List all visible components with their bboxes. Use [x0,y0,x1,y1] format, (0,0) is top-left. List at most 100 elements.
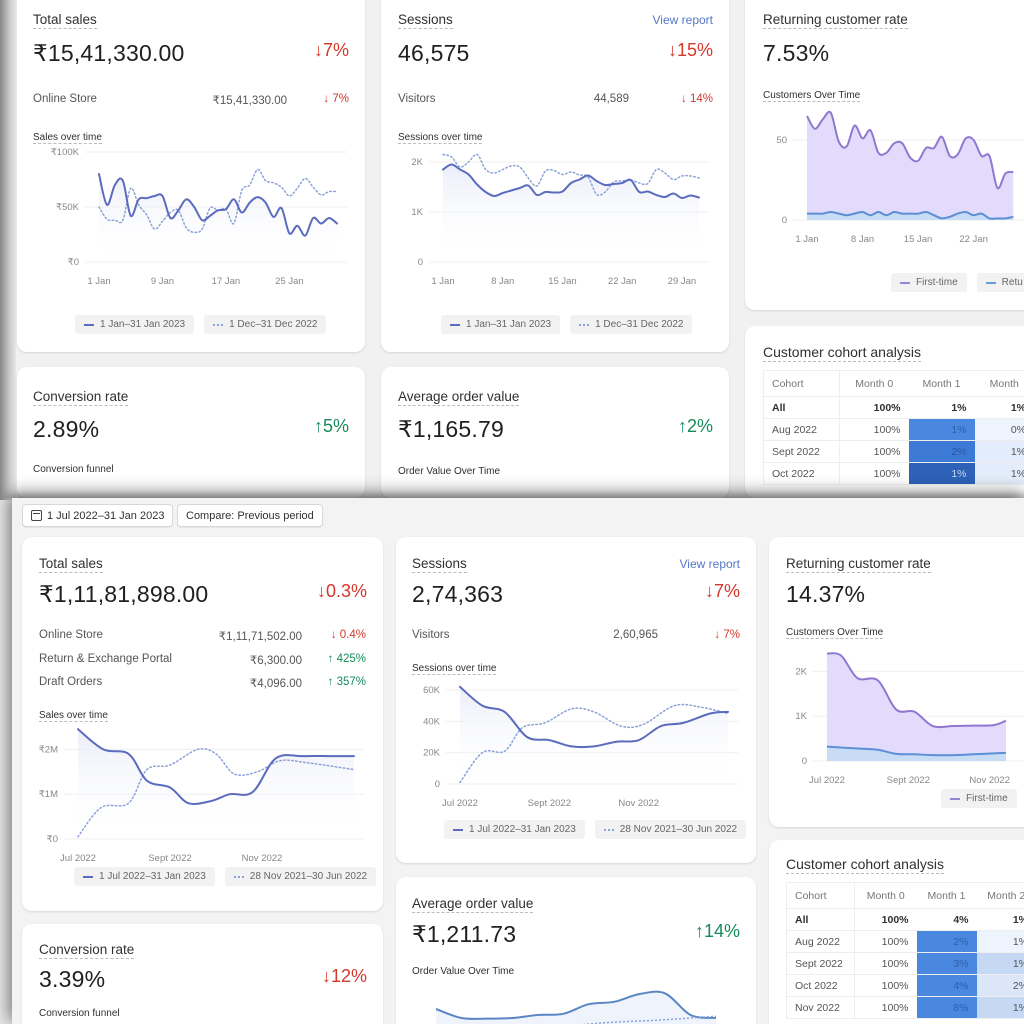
card-title[interactable]: Total sales [33,12,97,29]
average-order-value-card[interactable]: Average order value ₹1,211.73 ↑14% Order… [396,877,756,1024]
legend-previous[interactable]: 1 Dec–31 Dec 2022 [204,315,327,334]
conversion-rate-card[interactable]: Conversion rate 3.39% ↓12% Conversion fu… [22,924,383,1024]
conversion-funnel-title: Conversion funnel [39,1008,120,1019]
month-2-cell: 1% [974,440,1024,463]
back-total-sales-card[interactable]: Total sales ₹15,41,330.00 ↓7% Online Sto… [17,0,365,352]
view-report-link[interactable]: View report [679,557,740,571]
y-tick-label: 60K [423,685,441,696]
card-title[interactable]: Average order value [412,896,534,913]
legend-previous[interactable]: 1 Dec–31 Dec 2022 [570,315,693,334]
x-tick-label: 25 Jan [275,276,304,287]
chart-title[interactable]: Customers Over Time [786,627,884,639]
legend-label: 28 Nov 2021–30 Jun 2022 [249,871,368,882]
y-tick-label: 1K [411,207,423,218]
x-tick-label: Jul 2022 [809,775,845,786]
legend-first-time[interactable]: First-time [891,273,967,292]
legend-first-time[interactable]: First-time [941,789,1017,808]
chart-title[interactable]: Sales over time [33,132,102,144]
back-returning-customer-card[interactable]: Returning customer rate 7.53% Customers … [745,0,1024,310]
card-title[interactable]: Returning customer rate [763,12,908,29]
legend-current[interactable]: 1 Jul 2022–31 Jan 2023 [74,867,215,886]
back-conversion-rate-card[interactable]: Conversion rate 2.89% ↑5% Conversion fun… [17,367,365,498]
legend-current[interactable]: 1 Jul 2022–31 Jan 2023 [444,820,585,839]
back-cohort-card[interactable]: Customer cohort analysis Cohort Month 0 … [745,326,1024,498]
date-range-button[interactable]: 1 Jul 2022–31 Jan 2023 [22,504,174,527]
legend-current[interactable]: 1 Jan–31 Jan 2023 [75,315,195,334]
cohort-cell: Sept 2022 [786,952,855,975]
month-2-cell: 1% [974,462,1024,485]
total-sales-delta: ↓7% [313,40,349,60]
col-month-2: Month [974,370,1024,397]
y-tick-label: ₹0 [47,834,58,845]
total-sales-delta: ↓0.3% [316,581,367,601]
col-cohort: Cohort [763,370,840,397]
channel-label: Return & Exchange Portal [39,653,172,665]
month-2-cell: 1% [974,396,1024,419]
view-report-link[interactable]: View report [652,13,713,27]
legend-label: 1 Dec–31 Dec 2022 [229,319,318,330]
x-tick-label: 22 Jan [608,276,637,287]
legend-previous[interactable]: 28 Nov 2021–30 Jun 2022 [594,820,747,839]
channel-change: ↑ 357% [327,676,366,688]
back-average-order-value-card[interactable]: Average order value ₹1,165.79 ↑2% Order … [381,367,729,498]
card-title[interactable]: Total sales [39,556,103,573]
visitors-change: ↓ 14% [681,93,713,105]
card-title[interactable]: Sessions [398,12,453,29]
current-series-area [460,686,728,784]
legend-previous[interactable]: 28 Nov 2021–30 Jun 2022 [224,867,377,886]
chart-legend: 1 Jul 2022–31 Jan 2023 28 Nov 2021–30 Ju… [74,867,377,886]
y-tick-label: 0 [782,215,787,226]
order-value-title: Order Value Over Time [412,966,515,977]
sessions-card[interactable]: Sessions View report 2,74,363 ↓7% Visito… [396,537,756,863]
chart-title[interactable]: Sessions over time [398,132,483,144]
x-tick-label: 9 Jan [151,276,174,287]
chart-title[interactable]: Sales over time [39,710,108,722]
card-title[interactable]: Customer cohort analysis [763,344,921,362]
current-series-area [443,164,699,262]
x-tick-label: 1 Jan [795,234,818,245]
solid-line-swatch [453,828,463,831]
month-2-cell: 1% [976,930,1024,953]
chart-title[interactable]: Customers Over Time [763,90,861,102]
order-value-chart [435,990,717,1024]
card-title[interactable]: Customer cohort analysis [786,856,944,874]
x-tick-label: 15 Jan [548,276,577,287]
current-series-area [78,729,354,839]
y-tick-label: 0 [418,257,423,268]
compare-button[interactable]: Compare: Previous period [177,504,323,527]
first-time-area [807,111,1014,220]
card-title[interactable]: Returning customer rate [786,556,931,573]
cohort-table: Cohort Month 0 Month 1 Month 2 All 100% 4%… [786,882,1024,1019]
legend-current[interactable]: 1 Jan–31 Jan 2023 [441,315,561,334]
card-title[interactable]: Average order value [398,389,520,406]
back-sessions-card[interactable]: Sessions View report 46,575 ↓15% Visitor… [381,0,729,352]
total-sales-card[interactable]: Total sales ₹1,11,81,898.00 ↓0.3% Online… [22,537,383,911]
col-month-1: Month 1 [916,882,977,909]
month-0-cell: 100% [854,996,917,1019]
sales-over-time-chart: ₹0 ₹1M ₹2M Jul 2022 Sept 2022 Nov 2022 [39,728,364,864]
cohort-card[interactable]: Customer cohort analysis Cohort Month 0 … [769,840,1024,1024]
legend-returning[interactable]: Retu [976,273,1024,292]
current-period-line [459,685,729,749]
x-tick-label: 22 Jan [959,234,988,245]
shadow-overlay [0,490,1024,498]
card-title[interactable]: Conversion rate [33,389,129,406]
solid-line-swatch [83,875,93,878]
month-1-cell: 4% [916,908,977,931]
dotted-line-swatch [233,875,244,878]
x-tick-label: Nov 2022 [618,798,659,809]
current-period-line [77,728,355,805]
channel-label: Online Store [39,629,103,641]
order-value-line-previous [581,1015,717,1024]
month-0-cell: 100% [839,462,909,485]
returning-rate-value: 7.53% [763,40,830,66]
card-title[interactable]: Sessions [412,556,467,573]
sales-over-time-chart: ₹0 ₹50K ₹100K 1 Jan 9 Jan 17 Jan 25 Jan [51,147,347,287]
sessions-over-time-chart: 0 1K 2K 1 Jan 8 Jan 15 Jan 22 Jan 29 Jan [411,153,709,287]
card-title[interactable]: Conversion rate [39,942,135,959]
x-tick-label: 17 Jan [212,276,241,287]
cohort-cell: Sept 2022 [763,440,840,463]
chart-title[interactable]: Sessions over time [412,663,497,675]
returning-customer-card[interactable]: Returning customer rate 14.37% Customers… [769,537,1024,827]
